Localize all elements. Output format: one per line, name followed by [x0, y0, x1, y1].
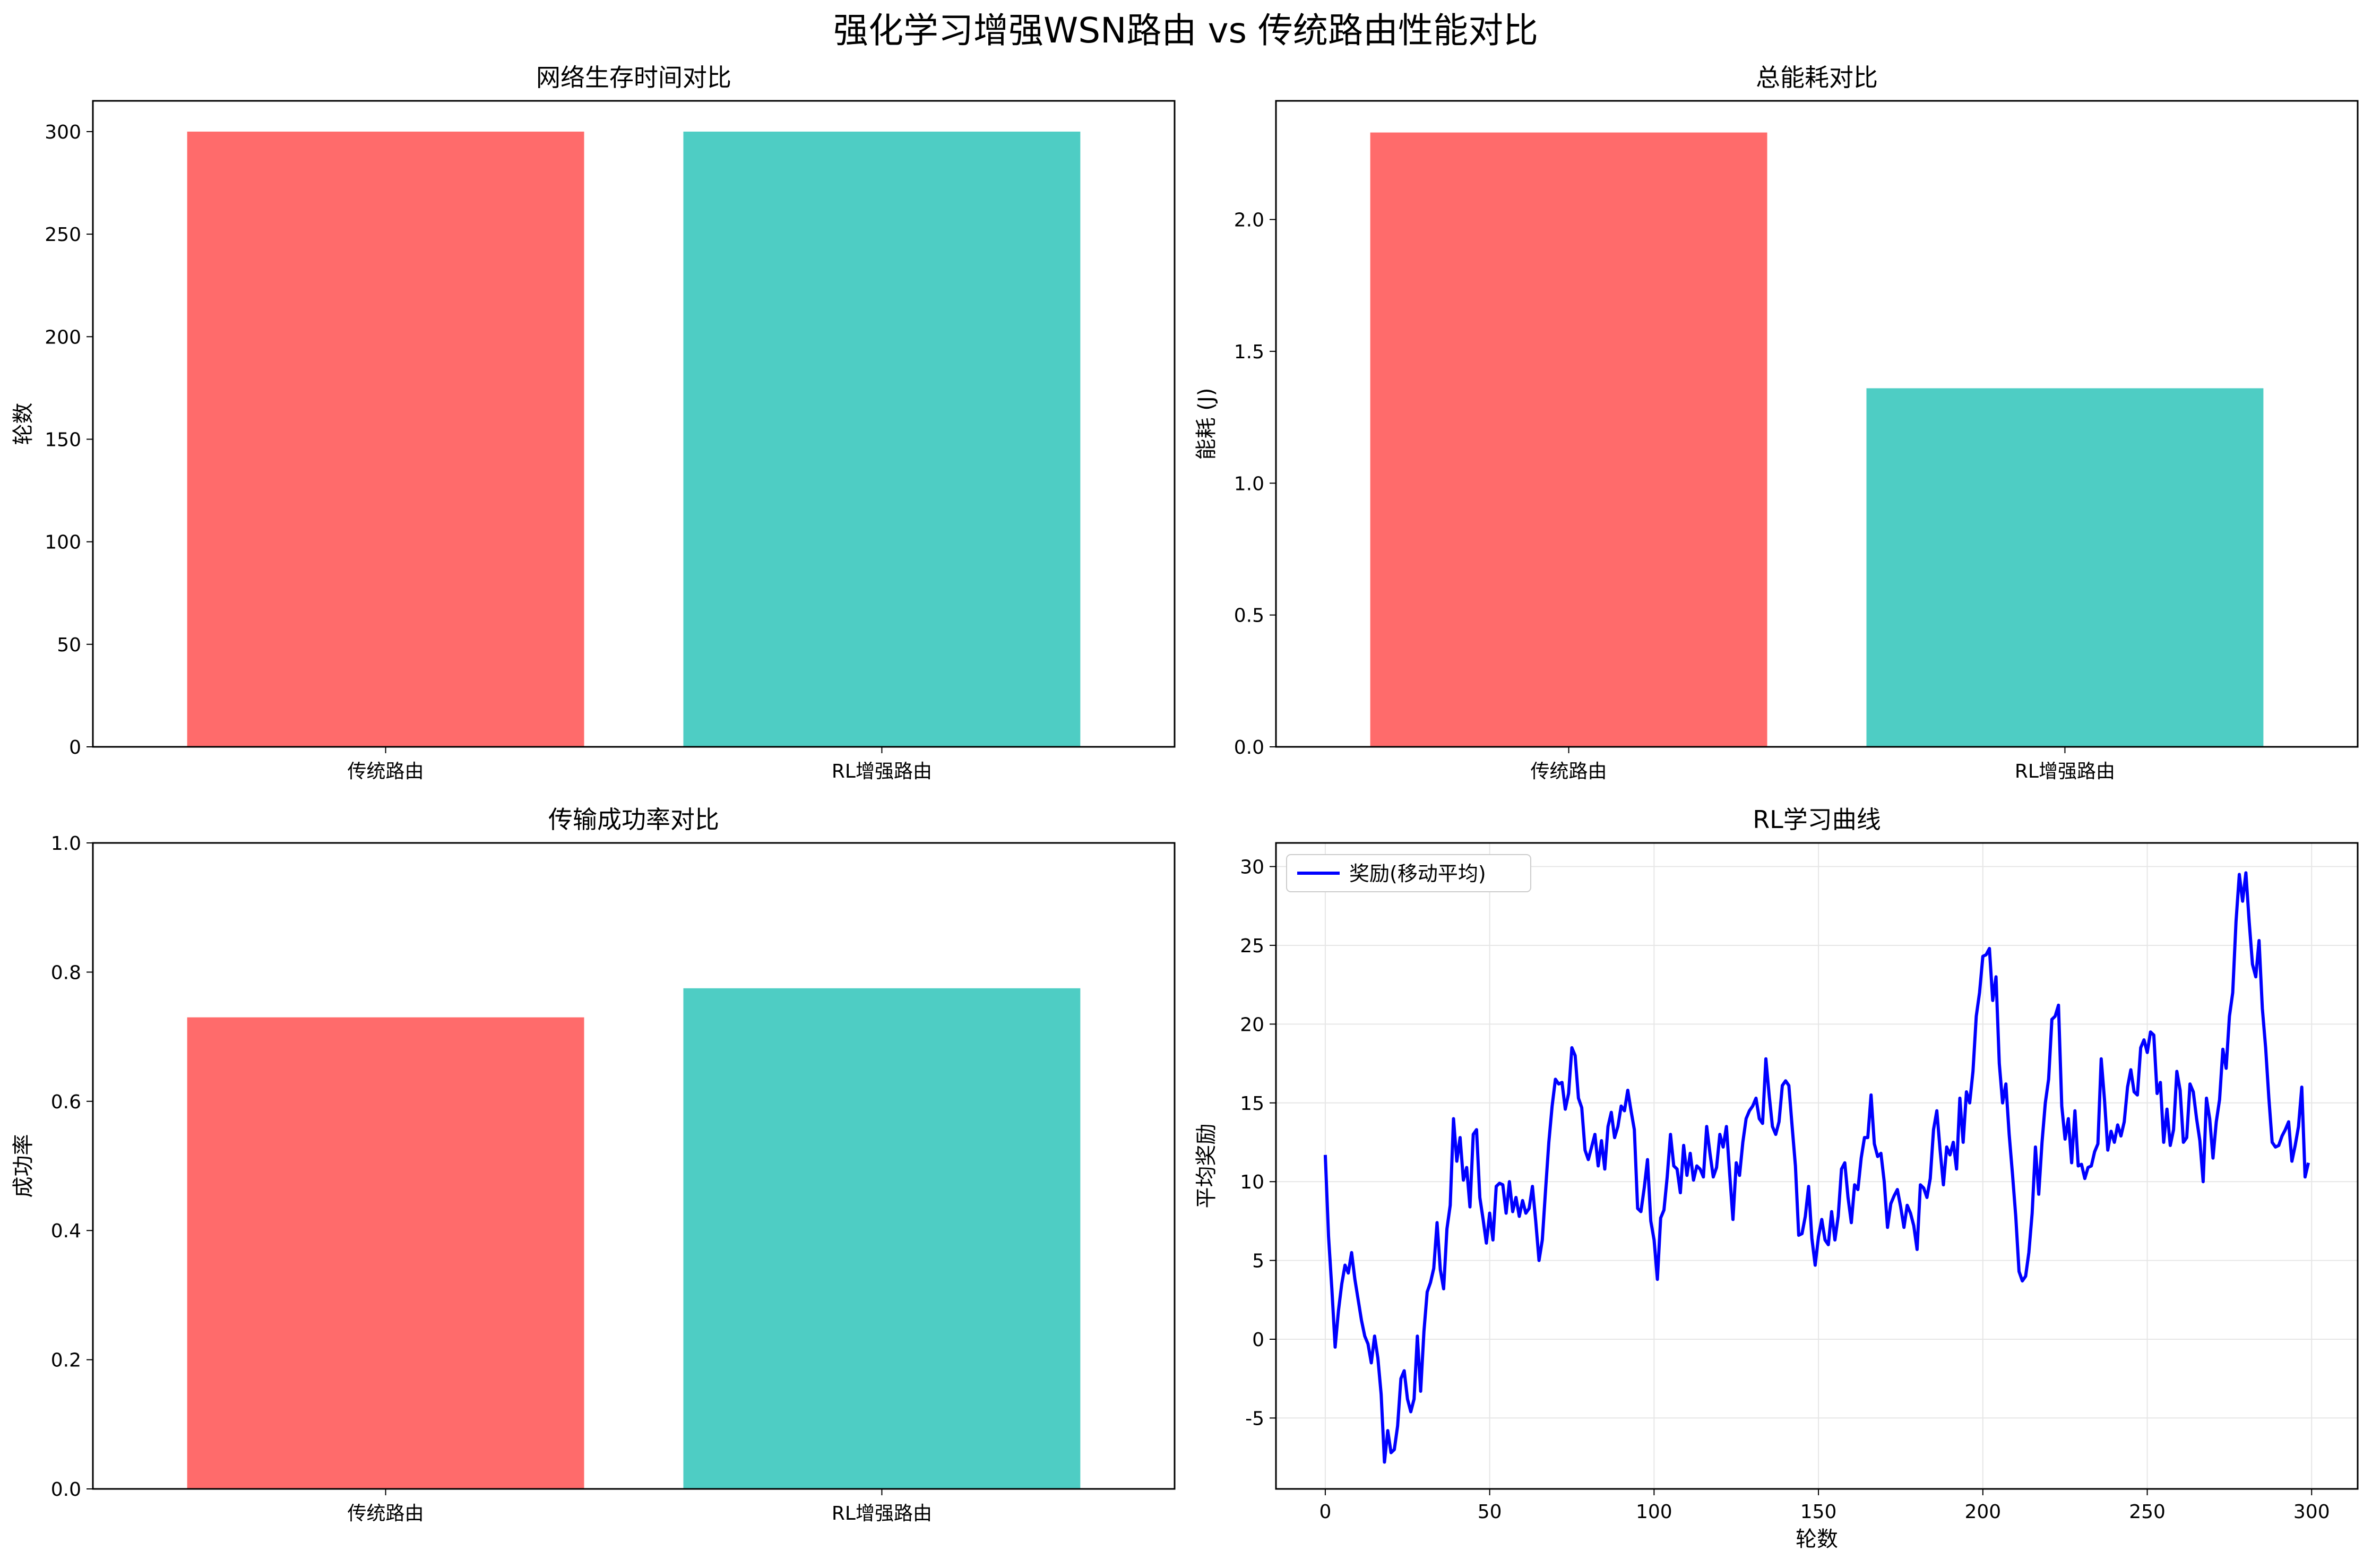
y-tick-label: 0.0: [51, 1479, 81, 1501]
x-tick-label: 50: [1478, 1501, 1502, 1523]
y-tick-label: 1.5: [1234, 341, 1264, 363]
chart-title: 网络生存时间对比: [536, 63, 731, 92]
y-tick-label: 100: [45, 532, 81, 554]
y-tick-label: 0.4: [51, 1220, 81, 1242]
chart-title: RL学习曲线: [1753, 805, 1881, 834]
chart-title: 传输成功率对比: [548, 805, 719, 834]
y-tick-label: 5: [1252, 1251, 1264, 1272]
legend-box: [1286, 854, 1531, 892]
y-tick-label: 20: [1240, 1014, 1264, 1036]
y-tick-label: 250: [45, 224, 81, 246]
x-tick-label: RL增强路由: [832, 1503, 932, 1524]
x-tick-label: 传统路由: [1531, 761, 1607, 782]
y-tick-label: 10: [1240, 1171, 1264, 1193]
axes-frame: [92, 100, 1176, 748]
x-tick-label: 传统路由: [348, 761, 424, 782]
x-tick-label: 100: [1636, 1501, 1672, 1523]
legend-label: 奖励(移动平均): [1349, 862, 1486, 885]
y-tick-label: 0.0: [1234, 737, 1264, 759]
x-tick-label: 传统路由: [348, 1503, 424, 1524]
bar-1: [683, 131, 1081, 747]
y-tick-label: 0: [69, 737, 81, 759]
bar-0: [187, 131, 584, 747]
y-axis-label: 能耗 (J): [1194, 388, 1219, 460]
bar-1: [683, 988, 1081, 1489]
y-tick-label: 1.0: [51, 833, 81, 855]
axes-frame: [1275, 842, 2359, 1490]
y-tick-label: 30: [1240, 857, 1264, 878]
y-tick-label: 0.2: [51, 1350, 81, 1372]
bar-1: [1866, 388, 2264, 747]
x-tick-label: RL增强路由: [832, 761, 932, 782]
series-line-reward: [1323, 871, 2310, 1464]
y-tick-label: 0.6: [51, 1091, 81, 1113]
y-tick-label: 25: [1240, 935, 1264, 957]
y-tick-label: 50: [57, 634, 81, 656]
bar-0: [187, 1017, 584, 1489]
x-tick-label: 250: [2129, 1501, 2166, 1523]
y-tick-label: 0.8: [51, 962, 81, 984]
y-tick-label: 0.5: [1234, 605, 1264, 627]
axes-frame: [1275, 100, 2359, 748]
y-axis-label: 平均奖励: [1194, 1124, 1219, 1209]
x-tick-label: 150: [1800, 1501, 1837, 1523]
y-tick-label: 150: [45, 429, 81, 451]
y-tick-label: -5: [1245, 1408, 1264, 1429]
axes-frame: [92, 842, 1176, 1490]
x-tick-label: 0: [1319, 1501, 1331, 1523]
bar-0: [1370, 132, 1767, 747]
figure-title: 强化学习增强WSN路由 vs 传统路由性能对比: [833, 10, 1538, 51]
y-tick-label: 2.0: [1234, 210, 1264, 231]
x-tick-label: 200: [1964, 1501, 2001, 1523]
legend: 奖励(移动平均): [1286, 854, 1531, 892]
chart-title: 总能耗对比: [1756, 63, 1878, 92]
y-tick-label: 0: [1252, 1329, 1264, 1351]
x-tick-label: 300: [2293, 1501, 2330, 1523]
y-axis-label: 轮数: [11, 403, 36, 445]
x-axis-label: 轮数: [1796, 1527, 1838, 1552]
x-tick-label: RL增强路由: [2015, 761, 2115, 782]
y-tick-label: 1.0: [1234, 473, 1264, 495]
y-tick-label: 200: [45, 326, 81, 348]
y-tick-label: 15: [1240, 1093, 1264, 1115]
y-axis-label: 成功率: [11, 1134, 36, 1198]
y-tick-label: 300: [45, 122, 81, 143]
